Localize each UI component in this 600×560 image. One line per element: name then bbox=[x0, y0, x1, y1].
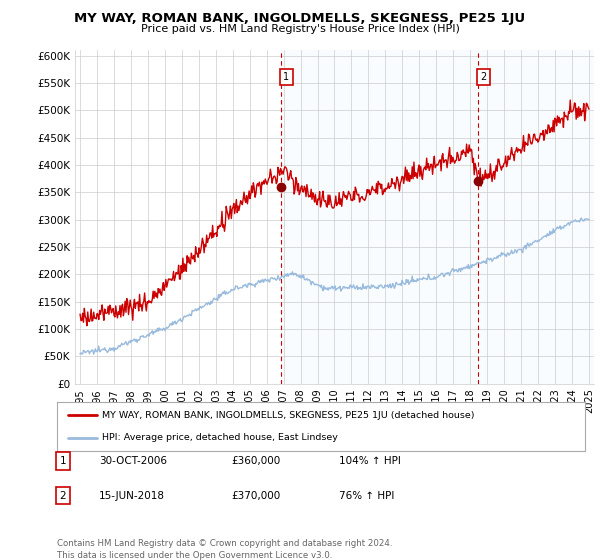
Text: 30-OCT-2006: 30-OCT-2006 bbox=[99, 456, 167, 466]
Text: £370,000: £370,000 bbox=[231, 491, 280, 501]
Text: Contains HM Land Registry data © Crown copyright and database right 2024.
This d: Contains HM Land Registry data © Crown c… bbox=[57, 539, 392, 560]
Text: 76% ↑ HPI: 76% ↑ HPI bbox=[339, 491, 394, 501]
Text: HPI: Average price, detached house, East Lindsey: HPI: Average price, detached house, East… bbox=[102, 433, 338, 442]
Text: Price paid vs. HM Land Registry's House Price Index (HPI): Price paid vs. HM Land Registry's House … bbox=[140, 24, 460, 34]
Text: 2: 2 bbox=[59, 491, 67, 501]
Text: 1: 1 bbox=[283, 72, 289, 82]
Text: 2: 2 bbox=[481, 72, 487, 82]
Bar bbox=[281, 50, 594, 384]
Text: MY WAY, ROMAN BANK, INGOLDMELLS, SKEGNESS, PE25 1JU: MY WAY, ROMAN BANK, INGOLDMELLS, SKEGNES… bbox=[74, 12, 526, 25]
Text: MY WAY, ROMAN BANK, INGOLDMELLS, SKEGNESS, PE25 1JU (detached house): MY WAY, ROMAN BANK, INGOLDMELLS, SKEGNES… bbox=[102, 410, 475, 420]
Text: 15-JUN-2018: 15-JUN-2018 bbox=[99, 491, 165, 501]
Text: 1: 1 bbox=[59, 456, 67, 466]
Text: 104% ↑ HPI: 104% ↑ HPI bbox=[339, 456, 401, 466]
Text: £360,000: £360,000 bbox=[231, 456, 280, 466]
